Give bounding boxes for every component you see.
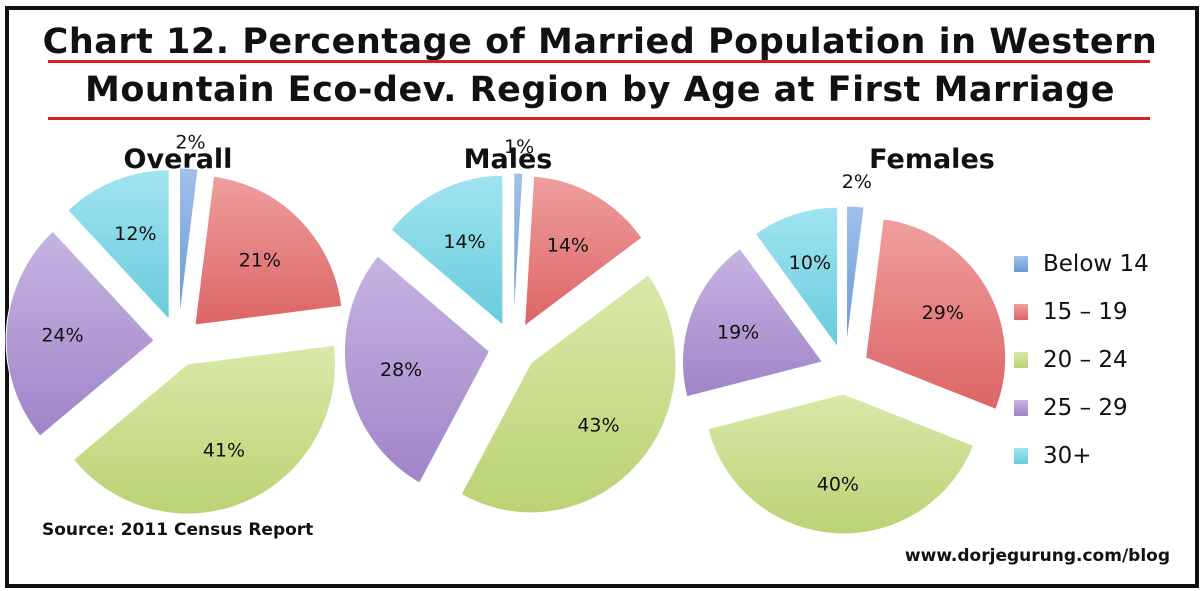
legend-swatch — [1014, 304, 1028, 320]
pie-slice-20-24 — [72, 344, 337, 515]
pie-slice-30- — [390, 174, 504, 327]
pie-title: Females — [869, 144, 995, 175]
data-label: 28% — [380, 359, 422, 381]
data-label: 1% — [504, 136, 534, 158]
legend-swatch — [1014, 448, 1028, 464]
data-label: 29% — [922, 302, 964, 324]
pie-slice-25-29 — [681, 247, 824, 398]
pie-slice-15-19 — [865, 218, 1007, 410]
data-label: 21% — [239, 249, 281, 271]
pie-slice-below-14 — [513, 172, 524, 324]
pie-slice-30- — [67, 169, 170, 321]
data-label: 19% — [717, 322, 759, 344]
data-label: 14% — [443, 231, 485, 253]
data-label: 2% — [175, 131, 205, 153]
legend-swatch — [1014, 352, 1028, 368]
website-url: www.dorjegurung.com/blog — [904, 546, 1170, 566]
pie-slice-30- — [754, 206, 839, 349]
chart-title-line-2: Mountain Eco-dev. Region by Age at First… — [85, 70, 1115, 110]
legend-swatch — [1014, 400, 1028, 416]
data-label: 24% — [41, 325, 83, 347]
legend-label: 30+ — [1043, 443, 1092, 469]
pie-slice-25-29 — [5, 230, 155, 437]
pie-slice-15-19 — [523, 175, 643, 328]
data-label: 10% — [789, 252, 831, 274]
legend-swatch — [1014, 256, 1028, 272]
pie-slice-20-24 — [707, 393, 975, 535]
data-label: 2% — [842, 171, 872, 193]
data-label: 14% — [547, 234, 589, 256]
legend-label: 20 – 24 — [1043, 347, 1128, 373]
pie-slice-below-14 — [846, 205, 865, 347]
source-note: Source: 2011 Census Report — [42, 520, 314, 540]
data-label: 12% — [114, 223, 156, 245]
chart-title-line-1: Chart 12. Percentage of Married Populati… — [42, 22, 1158, 62]
pie-slice-15-19 — [194, 175, 343, 326]
legend-label: 25 – 29 — [1043, 395, 1128, 421]
pie-title: Males — [464, 144, 553, 175]
legend: Below 14 15 – 19 20 – 24 25 – 29 30+ — [1014, 251, 1149, 469]
data-label: 43% — [577, 414, 619, 436]
pie-slice-25-29 — [343, 255, 491, 484]
pie-slice-below-14 — [179, 167, 199, 319]
data-label: 40% — [817, 473, 859, 495]
title-underline-2 — [48, 117, 1150, 120]
data-label: 41% — [203, 439, 245, 461]
pie-slice-20-24 — [460, 273, 677, 514]
title-underline-1 — [48, 60, 1150, 63]
pie-title: Overall — [124, 144, 233, 175]
legend-label: Below 14 — [1043, 251, 1149, 277]
legend-label: 15 – 19 — [1043, 299, 1128, 325]
